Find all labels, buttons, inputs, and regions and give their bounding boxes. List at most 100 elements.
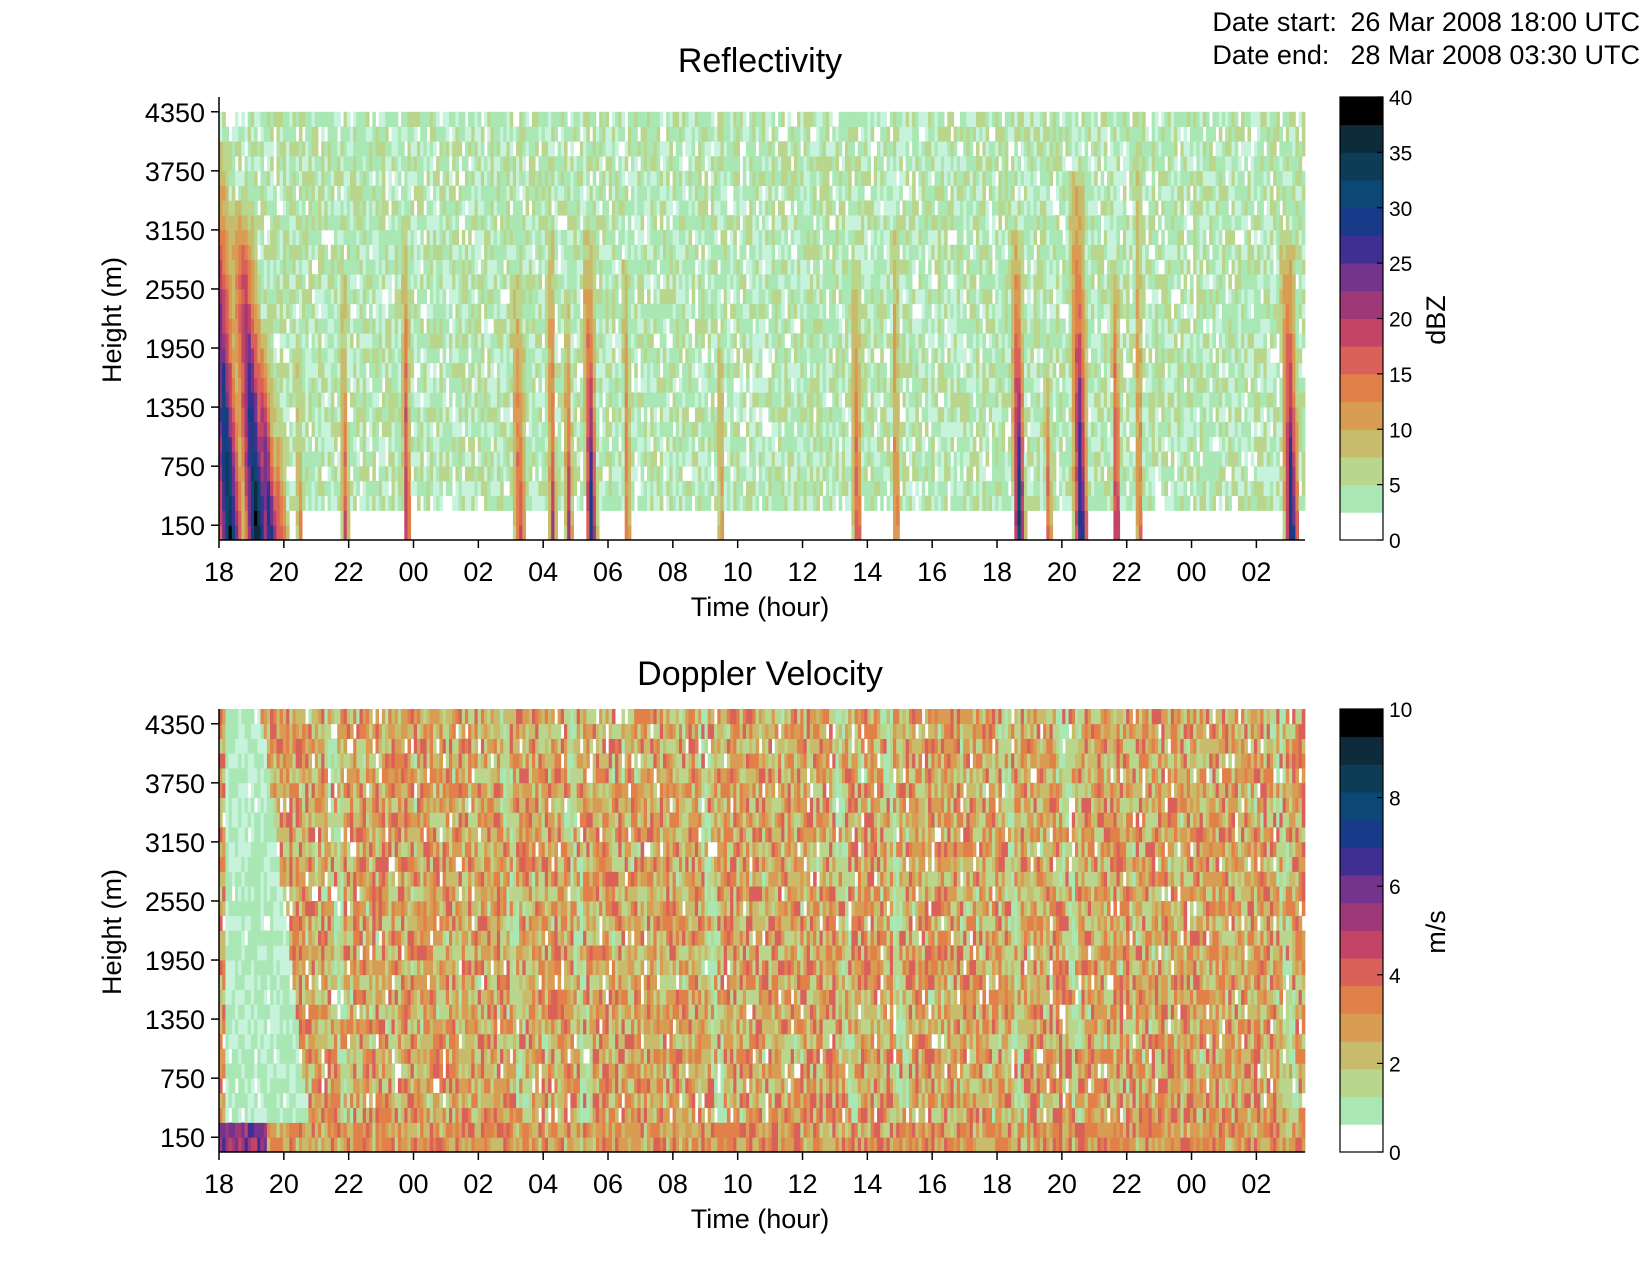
heatmap-cell: [417, 392, 421, 408]
heatmap-cell: [397, 215, 402, 231]
heatmap-cell: [464, 259, 469, 275]
heatmap-cell: [445, 466, 450, 482]
heatmap-cell: [292, 495, 297, 511]
heatmap-cell: [567, 274, 571, 290]
heatmap-cell: [471, 274, 475, 290]
heatmap-cell: [554, 348, 558, 364]
heatmap-cell: [611, 244, 616, 260]
heatmap-cell: [848, 392, 852, 408]
heatmap-cell: [250, 525, 255, 541]
heatmap-cell: [493, 111, 498, 127]
heatmap-cell: [343, 510, 348, 526]
heatmap-cell: [423, 377, 427, 393]
heatmap-cell: [592, 170, 597, 186]
heatmap-cell: [429, 259, 434, 275]
heatmap-cell: [525, 200, 530, 216]
heatmap-cell: [813, 392, 817, 408]
heatmap-cell: [576, 436, 581, 452]
heatmap-cell: [257, 436, 261, 452]
heatmap-cell: [235, 495, 239, 511]
heatmap-cell: [797, 126, 801, 142]
heatmap-cell: [592, 303, 597, 319]
heatmap-cell: [471, 126, 475, 142]
heatmap-cell: [755, 156, 760, 172]
heatmap-cell: [516, 480, 520, 497]
heatmap-cell: [385, 274, 389, 290]
heatmap-cell: [516, 421, 520, 438]
heatmap-cell: [723, 333, 728, 349]
heatmap-cell: [231, 274, 236, 290]
heatmap-cell: [663, 407, 667, 423]
heatmap-cell: [602, 495, 606, 511]
heatmap-cell: [647, 451, 651, 467]
heatmap-cell: [260, 170, 265, 186]
heatmap-cell: [231, 348, 236, 364]
heatmap-cell: [509, 274, 514, 290]
heatmap-cell: [225, 303, 229, 319]
heatmap-cell: [528, 480, 533, 497]
heatmap-cell: [477, 377, 482, 393]
heatmap-cell: [803, 229, 808, 246]
heatmap-cell: [334, 333, 338, 349]
heatmap-cell: [250, 333, 255, 349]
heatmap-cell: [691, 377, 696, 393]
heatmap-cell: [410, 274, 415, 290]
heatmap-cell: [560, 303, 565, 319]
heatmap-cell: [653, 200, 657, 216]
heatmap-cell: [314, 495, 319, 511]
heatmap-cell: [314, 451, 319, 467]
heatmap-cell: [557, 229, 562, 246]
heatmap-cell: [790, 480, 795, 497]
heatmap-cell: [385, 111, 389, 127]
heatmap-cell: [640, 200, 645, 216]
heatmap-cell: [819, 111, 824, 127]
heatmap-cell: [717, 289, 721, 305]
heatmap-cell: [506, 141, 511, 157]
heatmap-cell: [394, 289, 399, 305]
heatmap-cell: [739, 480, 744, 497]
heatmap-cell: [698, 170, 702, 186]
heatmap-cell: [279, 436, 284, 452]
heatmap-cell: [768, 259, 772, 275]
heatmap-cell: [694, 480, 699, 497]
heatmap-cell: [257, 185, 261, 201]
heatmap-cell: [825, 229, 830, 246]
heatmap-cell: [522, 111, 526, 127]
heatmap-cell: [353, 274, 357, 290]
heatmap-cell: [592, 421, 597, 438]
heatmap-cell: [797, 348, 801, 364]
heatmap-cell: [254, 229, 258, 246]
heatmap-cell: [484, 229, 488, 246]
heatmap-cell: [605, 111, 610, 127]
heatmap-cell: [250, 229, 255, 246]
heatmap-cell: [407, 185, 412, 201]
heatmap-cell: [583, 421, 587, 438]
heatmap-cell: [372, 451, 376, 467]
heatmap-cell: [282, 495, 287, 511]
heatmap-cell: [327, 111, 332, 127]
heatmap-cell: [809, 480, 814, 497]
heatmap-cell: [813, 495, 817, 511]
heatmap-cell: [324, 362, 328, 378]
heatmap-cell: [372, 495, 376, 511]
heatmap-cell: [627, 480, 632, 497]
heatmap-cell: [576, 348, 581, 364]
heatmap-cell: [736, 200, 740, 216]
heatmap-cell: [640, 421, 645, 438]
heatmap-cell: [650, 259, 654, 275]
heatmap-cell: [688, 392, 693, 408]
heatmap-cell: [656, 185, 661, 201]
heatmap-cell: [714, 229, 718, 246]
heatmap-cell: [567, 170, 571, 186]
heatmap-cell: [362, 392, 367, 408]
heatmap-cell: [477, 303, 482, 319]
heatmap-cell: [586, 170, 590, 186]
heatmap-cell: [346, 466, 351, 482]
heatmap-cell: [503, 392, 507, 408]
heatmap-cell: [305, 126, 309, 142]
heatmap-cell: [793, 156, 798, 172]
heatmap-cell: [375, 156, 380, 172]
heatmap-cell: [733, 215, 737, 231]
heatmap-cell: [752, 244, 756, 260]
heatmap-cell: [787, 318, 792, 334]
